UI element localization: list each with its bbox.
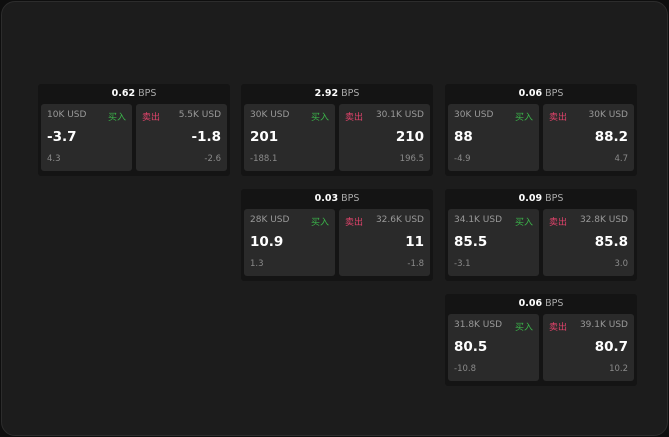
sell-label: 卖出 xyxy=(142,113,161,123)
spread-value: 0.09 xyxy=(518,193,543,204)
sell-price: -1.8 xyxy=(191,129,221,145)
spread-header: 2.92 BPS xyxy=(241,84,433,104)
sell-size: 32.6K USD xyxy=(375,215,424,225)
buy-label: 买入 xyxy=(514,218,533,228)
quote-widget: 2.92 BPS 30K USD 买入 201 -188.1 卖出 30.1K US… xyxy=(241,84,433,176)
buy-price: 201 xyxy=(250,129,279,145)
buy-label: 买入 xyxy=(514,113,533,123)
buy-button[interactable]: 34.1K USD 买入 85.5 -3.1 xyxy=(448,209,539,276)
buy-change: -3.1 xyxy=(454,259,471,269)
buy-change: -4.9 xyxy=(454,154,471,164)
sell-size: 32.8K USD xyxy=(579,215,628,225)
quote-widget: 0.62 BPS 10K USD 买入 -3.7 4.3 卖出 5.5K USD -… xyxy=(38,84,230,176)
buy-change: -188.1 xyxy=(250,154,278,164)
sell-price: 85.8 xyxy=(594,234,628,250)
spread-value: 0.62 xyxy=(111,88,136,99)
spread-unit: BPS xyxy=(341,88,360,99)
spread-header: 0.03 BPS xyxy=(241,189,433,209)
buy-button[interactable]: 30K USD 买入 201 -188.1 xyxy=(244,104,335,171)
quote-widget: 0.09 BPS 34.1K USD 买入 85.5 -3.1 卖出 32.8K U… xyxy=(445,189,637,281)
spread-value: 2.92 xyxy=(314,88,339,99)
buy-price: 10.9 xyxy=(250,234,284,250)
sell-change: -2.6 xyxy=(204,154,221,164)
sell-size: 30K USD xyxy=(588,110,628,120)
sell-label: 卖出 xyxy=(549,323,568,333)
buy-label: 买入 xyxy=(107,113,126,123)
quote-widget: 0.06 BPS 31.8K USD 买入 80.5 -10.8 卖出 39.1K … xyxy=(445,294,637,386)
sell-button[interactable]: 卖出 32.8K USD 85.8 3.0 xyxy=(543,209,634,276)
buy-button[interactable]: 10K USD 买入 -3.7 4.3 xyxy=(41,104,132,171)
buy-size: 30K USD xyxy=(250,110,290,120)
buy-size: 28K USD xyxy=(250,215,290,225)
buy-change: 4.3 xyxy=(47,154,61,164)
sell-label: 卖出 xyxy=(549,218,568,228)
buy-size: 10K USD xyxy=(47,110,87,120)
buy-price: 85.5 xyxy=(454,234,488,250)
quote-widget: 0.03 BPS 28K USD 买入 10.9 1.3 卖出 32.6K USD … xyxy=(241,189,433,281)
sell-price: 80.7 xyxy=(594,339,628,355)
spread-value: 0.03 xyxy=(314,193,339,204)
spread-unit: BPS xyxy=(545,88,564,99)
sell-change: -1.8 xyxy=(407,259,424,269)
quote-widget: 0.06 BPS 30K USD 买入 88 -4.9 卖出 30K USD 88.… xyxy=(445,84,637,176)
sell-size: 30.1K USD xyxy=(375,110,424,120)
spread-unit: BPS xyxy=(138,88,157,99)
sell-label: 卖出 xyxy=(345,113,364,123)
spread-header: 0.06 BPS xyxy=(445,84,637,104)
buy-price: 80.5 xyxy=(454,339,488,355)
sell-change: 10.2 xyxy=(609,364,628,374)
buy-label: 买入 xyxy=(310,218,329,228)
sell-price: 11 xyxy=(405,234,424,250)
spread-unit: BPS xyxy=(341,193,360,204)
buy-size: 31.8K USD xyxy=(454,320,503,330)
buy-price: 88 xyxy=(454,129,473,145)
sell-button[interactable]: 卖出 32.6K USD 11 -1.8 xyxy=(339,209,430,276)
buy-button[interactable]: 31.8K USD 买入 80.5 -10.8 xyxy=(448,314,539,381)
spread-unit: BPS xyxy=(545,298,564,309)
spread-header: 0.06 BPS xyxy=(445,294,637,314)
buy-button[interactable]: 30K USD 买入 88 -4.9 xyxy=(448,104,539,171)
sell-button[interactable]: 卖出 30.1K USD 210 196.5 xyxy=(339,104,430,171)
sell-button[interactable]: 卖出 30K USD 88.2 4.7 xyxy=(543,104,634,171)
sell-size: 5.5K USD xyxy=(178,110,221,120)
spread-value: 0.06 xyxy=(518,298,543,309)
buy-size: 30K USD xyxy=(454,110,494,120)
spread-unit: BPS xyxy=(545,193,564,204)
buy-button[interactable]: 28K USD 买入 10.9 1.3 xyxy=(244,209,335,276)
sell-button[interactable]: 卖出 39.1K USD 80.7 10.2 xyxy=(543,314,634,381)
sell-button[interactable]: 卖出 5.5K USD -1.8 -2.6 xyxy=(136,104,227,171)
spread-header: 0.62 BPS xyxy=(38,84,230,104)
buy-price: -3.7 xyxy=(47,129,77,145)
sell-change: 4.7 xyxy=(614,154,628,164)
buy-label: 买入 xyxy=(310,113,329,123)
buy-size: 34.1K USD xyxy=(454,215,503,225)
buy-label: 买入 xyxy=(514,323,533,333)
sell-label: 卖出 xyxy=(345,218,364,228)
sell-price: 210 xyxy=(395,129,424,145)
sell-size: 39.1K USD xyxy=(579,320,628,330)
sell-change: 196.5 xyxy=(399,154,424,164)
buy-change: -10.8 xyxy=(454,364,476,374)
spread-value: 0.06 xyxy=(518,88,543,99)
sell-label: 卖出 xyxy=(549,113,568,123)
sell-change: 3.0 xyxy=(614,259,628,269)
buy-change: 1.3 xyxy=(250,259,264,269)
sell-price: 88.2 xyxy=(594,129,628,145)
spread-header: 0.09 BPS xyxy=(445,189,637,209)
